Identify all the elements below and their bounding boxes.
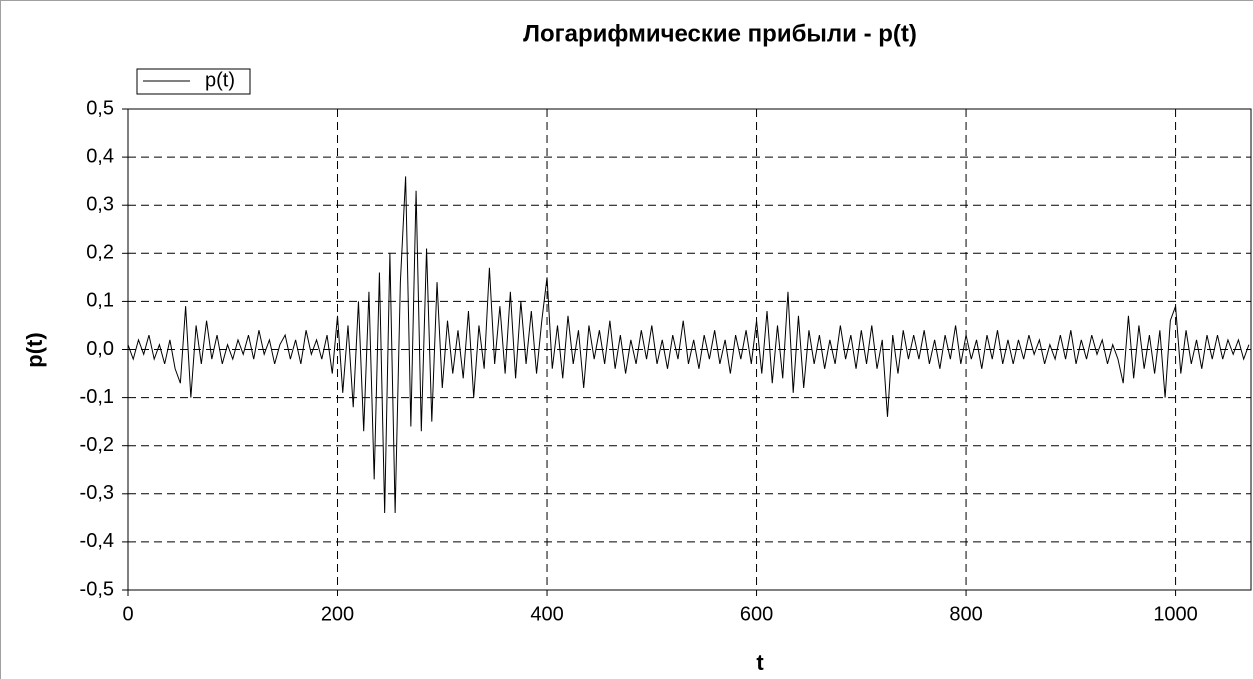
- y-tick-label: 0,5: [86, 97, 114, 119]
- x-tick-label: 200: [321, 603, 354, 625]
- x-tick-label: 600: [740, 603, 773, 625]
- y-tick-label: -0,1: [80, 386, 114, 408]
- y-tick-label: 0,4: [86, 145, 114, 167]
- x-axis-label: t: [756, 650, 764, 675]
- y-tick-label: 0,3: [86, 193, 114, 215]
- y-tick-label: -0,4: [80, 530, 114, 552]
- x-tick-label: 400: [530, 603, 563, 625]
- y-tick-label: 0,1: [86, 290, 114, 312]
- y-tick-label: 0,0: [86, 338, 114, 360]
- y-tick-label: -0,5: [80, 578, 114, 600]
- x-tick-label: 0: [122, 603, 133, 625]
- plot-frame: [127, 108, 1252, 591]
- data-line: [127, 176, 1250, 514]
- y-tick-label: 0,2: [86, 242, 114, 264]
- x-tick-label: 800: [949, 603, 982, 625]
- y-tick-label: -0,2: [80, 434, 114, 456]
- y-axis-label: p(t): [22, 332, 47, 367]
- chart-title: Логарифмические прибыли - p(t): [523, 20, 917, 47]
- y-tick-label: -0,3: [80, 482, 114, 504]
- x-tick-label: 1000: [1153, 603, 1198, 625]
- legend-label: p(t): [205, 69, 235, 91]
